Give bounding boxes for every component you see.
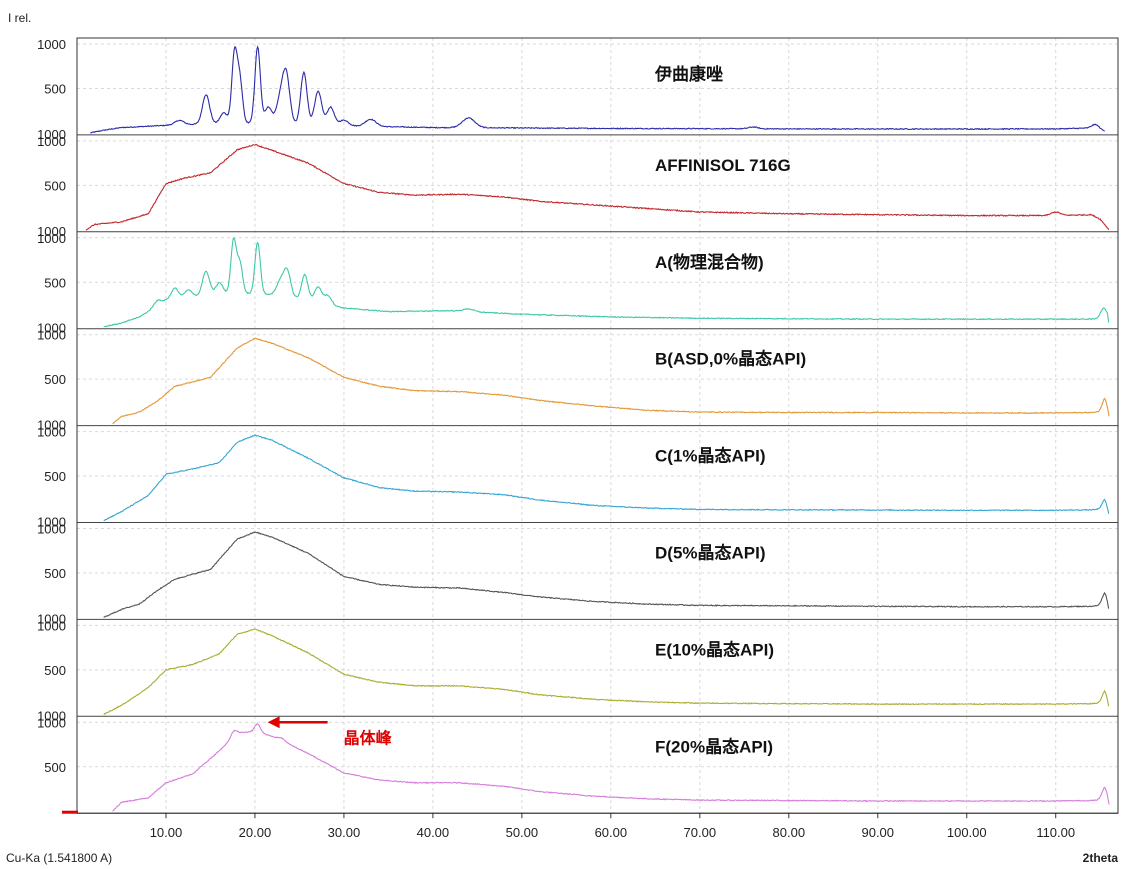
series-line <box>112 722 1110 812</box>
labels: 1000 500 伊曲康唑 1000 500 AFFINISOL 716G 1000 500 A… <box>37 37 1075 840</box>
x-tick-label: 20.00 <box>239 825 272 840</box>
x-tick-label: 100.00 <box>947 825 987 840</box>
y-tick-label: 1000 <box>37 231 66 246</box>
series-line <box>90 45 1105 134</box>
y-tick-label: 500 <box>44 760 66 775</box>
y-tick-label: 500 <box>44 663 66 678</box>
y-tick-label: 1000 <box>37 328 66 343</box>
series-line <box>103 628 1110 715</box>
series-line <box>112 337 1110 425</box>
series-label: E(10%晶态API) <box>655 639 774 659</box>
y-tick-label: 500 <box>44 566 66 581</box>
series-label: D(5%晶态API) <box>655 543 766 563</box>
annotation-arrowhead <box>267 716 280 729</box>
y-tick-label: 1000 <box>37 708 66 723</box>
x-tick-label: 60.00 <box>595 825 628 840</box>
y-tick-label: 500 <box>44 178 66 193</box>
panel-frames <box>62 37 1119 819</box>
series-line <box>85 143 1110 231</box>
series-label: 伊曲康唑 <box>654 64 723 84</box>
x-tick-label: 80.00 <box>773 825 806 840</box>
y-tick-label: 500 <box>44 275 66 290</box>
y-tick-label: 1000 <box>37 611 66 626</box>
x-tick-label: 90.00 <box>861 825 894 840</box>
x-axis-label: 2theta <box>1083 851 1119 865</box>
series-line <box>103 531 1110 618</box>
series-line <box>103 434 1110 522</box>
y-axis-label: I rel. <box>8 11 31 25</box>
plot-frame <box>76 37 1119 814</box>
series-label: B(ASD,0%晶态API) <box>655 349 806 369</box>
radiation-label: Cu-Ka (1.541800 A) <box>6 851 112 865</box>
series-label: C(1%晶态API) <box>655 446 766 466</box>
y-tick-label: 500 <box>44 81 66 96</box>
y-tick-label: 1000 <box>37 37 66 52</box>
x-tick-label: 40.00 <box>417 825 450 840</box>
x-tick-label: 10.00 <box>150 825 183 840</box>
x-tick-label: 30.00 <box>328 825 361 840</box>
series-label: AFFINISOL 716G <box>655 156 791 175</box>
y-tick-label: 1000 <box>37 321 66 336</box>
series-group <box>85 45 1110 812</box>
x-tick-label: 50.00 <box>506 825 539 840</box>
x-tick-label: 110.00 <box>1036 825 1075 840</box>
y-tick-label: 1000 <box>37 425 66 440</box>
series-label: F(20%晶态API) <box>655 736 773 756</box>
annotation-label: 晶体峰 <box>344 728 393 747</box>
y-tick-label: 500 <box>44 469 66 484</box>
series-line <box>103 237 1110 328</box>
y-tick-label: 1000 <box>37 134 66 149</box>
y-tick-label: 1000 <box>37 618 66 633</box>
y-tick-label: 1000 <box>37 522 66 537</box>
y-tick-label: 1000 <box>37 515 66 530</box>
y-tick-label: 500 <box>44 372 66 387</box>
x-tick-label: 70.00 <box>684 825 717 840</box>
series-label: A(物理混合物) <box>655 252 764 272</box>
y-tick-label: 1000 <box>37 715 66 730</box>
y-tick-label: 1000 <box>37 418 66 433</box>
y-tick-label: 1000 <box>37 224 66 239</box>
y-tick-label: 1000 <box>37 127 66 142</box>
